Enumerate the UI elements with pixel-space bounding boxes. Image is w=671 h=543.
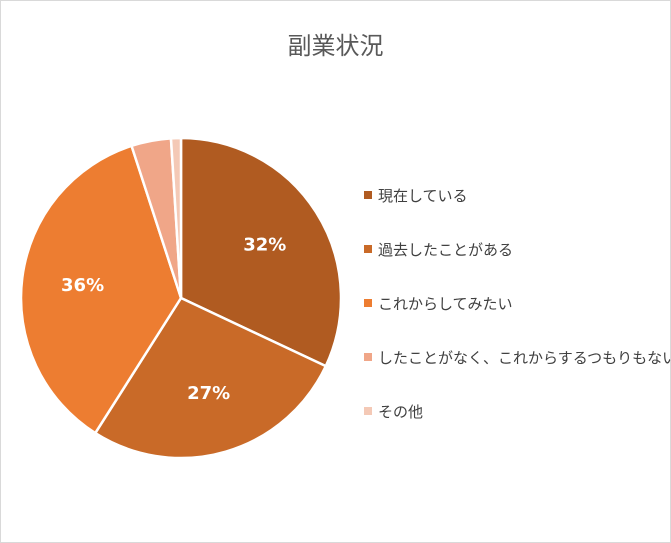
legend-swatch xyxy=(364,299,372,307)
legend-swatch xyxy=(364,191,372,199)
legend-label: 過去したことがある xyxy=(378,240,514,259)
legend-item-1: 現在している xyxy=(364,183,468,207)
legend-item-4: したことがなく、これからするつもりもない xyxy=(364,345,671,369)
legend-swatch xyxy=(364,353,372,361)
pie-slice-1 xyxy=(179,136,343,368)
data-label-2: 27% xyxy=(187,383,230,404)
legend-item-3: これからしてみたい xyxy=(364,291,513,315)
legend-label: これからしてみたい xyxy=(378,294,513,313)
legend-swatch xyxy=(364,245,372,253)
pie-slice-5 xyxy=(169,136,183,299)
data-label-3: 36% xyxy=(61,275,104,296)
legend-item-2: 過去したことがある xyxy=(364,237,513,261)
legend-item-5: その他 xyxy=(364,399,423,423)
pie-slice-2 xyxy=(93,296,328,460)
chart-title: 副業状況 xyxy=(287,32,384,60)
legend-label: 現在している xyxy=(378,186,468,205)
legend-swatch xyxy=(364,407,372,415)
pie-slice-3 xyxy=(19,144,183,435)
legend-label: したことがなく、これからするつもりもない xyxy=(378,348,671,367)
legend-label: その他 xyxy=(378,402,424,421)
data-label-1: 32% xyxy=(243,234,286,255)
